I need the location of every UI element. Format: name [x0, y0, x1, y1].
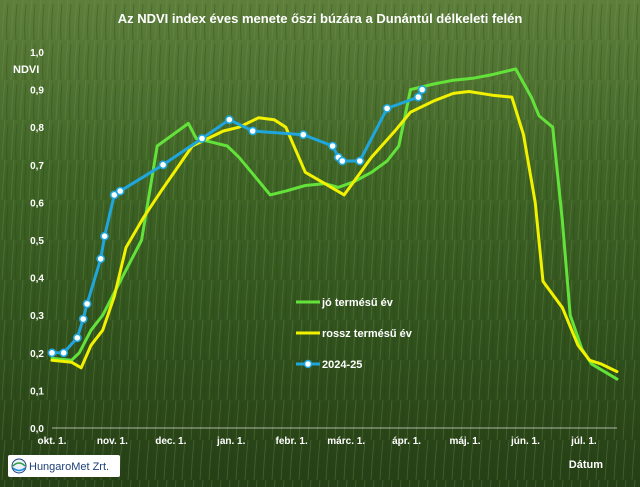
- data-point-marker: [413, 92, 423, 102]
- legend: jó termésű év rossz termésű év 2024-25: [296, 297, 413, 371]
- data-point-marker: [328, 141, 337, 151]
- y-tick-label: 0,4: [30, 274, 44, 285]
- y-tick-label: 0,6: [30, 198, 44, 209]
- x-tick-label: júl. 1.: [570, 436, 597, 447]
- data-point-marker: [224, 115, 234, 125]
- logo-text: HungaroMet Zrt.: [29, 461, 109, 473]
- x-tick-labels: okt. 1. nov. 1. dec. 1. jan. 1. febr. 1. márc…: [38, 436, 597, 447]
- data-point-marker: [115, 186, 125, 196]
- x-tick-label: okt. 1.: [38, 436, 67, 447]
- y-tick-labels: 0,0 0,1 0,2 0,3 0,4 0,5 0,6 0,7 0,8 0,9 1,0: [30, 48, 44, 435]
- y-tick-label: 0,0: [30, 424, 44, 435]
- series-line-2: [50, 90, 619, 374]
- y-tick-label: 0,2: [30, 349, 44, 360]
- y-tick-label: 0,8: [30, 123, 44, 134]
- legend-label-jo: jó termésű év: [321, 297, 394, 309]
- data-point-marker: [47, 348, 57, 358]
- x-tick-label: máj. 1.: [449, 436, 480, 447]
- y-tick-label: 1,0: [30, 48, 44, 59]
- data-point-marker: [100, 231, 109, 241]
- legend-label-2024-25: 2024-25: [322, 359, 362, 371]
- data-point-marker: [78, 314, 88, 324]
- y-tick-label: 0,9: [30, 86, 44, 97]
- x-tick-label: jan. 1.: [216, 436, 246, 447]
- legend-marker-2024-25: [303, 359, 313, 369]
- x-tick-label: febr. 1.: [276, 436, 308, 447]
- y-tick-label: 0,7: [30, 161, 44, 172]
- data-point-marker: [158, 160, 168, 170]
- y-tick-label: 0,3: [30, 311, 44, 322]
- data-point-marker: [337, 156, 347, 166]
- data-point-marker: [355, 156, 365, 166]
- logo-box: [8, 455, 120, 477]
- data-point-marker: [382, 104, 392, 113]
- x-tick-label: ápr. 1.: [392, 436, 421, 447]
- x-tick-label: nov. 1.: [97, 436, 128, 447]
- x-axis-label: Dátum: [569, 459, 603, 471]
- data-point-marker: [417, 85, 427, 94]
- y-tick-label: 0,1: [30, 386, 44, 397]
- data-point-marker: [72, 333, 82, 343]
- x-tick-label: jún. 1.: [510, 436, 540, 447]
- series-markers: [47, 85, 427, 358]
- chart-title: Az NDVI index éves menete őszi búzára a …: [118, 11, 523, 26]
- data-point-marker: [96, 254, 106, 264]
- data-point-marker: [248, 126, 258, 136]
- data-point-marker: [298, 130, 308, 140]
- legend-label-rossz: rossz termésű év: [322, 328, 413, 340]
- data-point-marker: [197, 134, 207, 143]
- hungaromet-logo: HungaroMet Zrt.: [8, 455, 120, 477]
- data-point-marker: [82, 299, 92, 309]
- data-point-marker: [59, 348, 69, 358]
- y-tick-label: 0,5: [30, 236, 44, 247]
- data-point-marker: [109, 190, 119, 200]
- y-axis-label: NDVI: [13, 64, 39, 76]
- x-tick-label: márc. 1.: [327, 436, 365, 447]
- x-tick-label: dec. 1.: [155, 436, 186, 447]
